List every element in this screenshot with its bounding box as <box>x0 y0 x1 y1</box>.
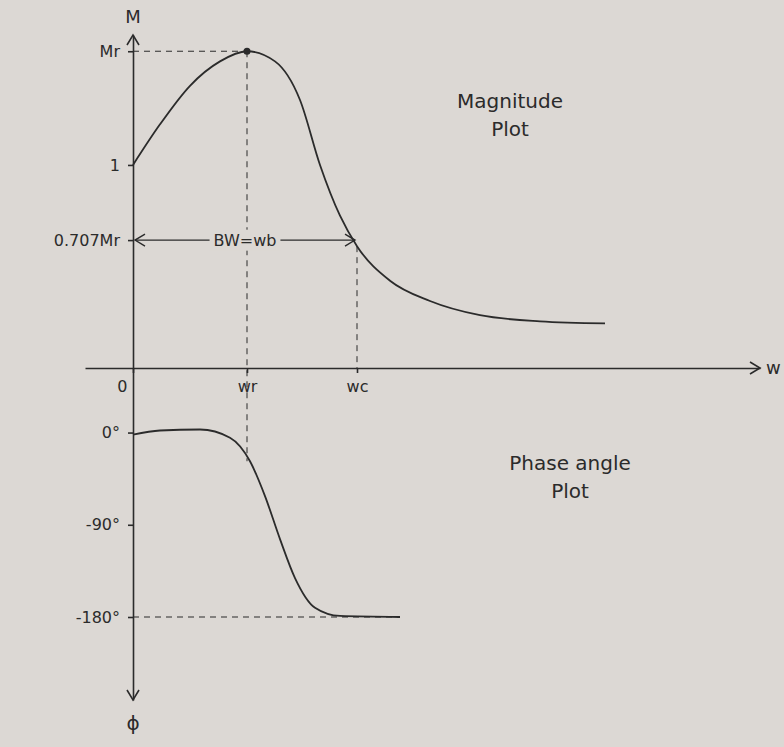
tick-label: -90° <box>86 515 120 534</box>
guides <box>133 51 400 617</box>
data-line <box>133 429 400 617</box>
tick-label: 0.707Mr <box>54 231 121 250</box>
axis-line <box>133 369 135 701</box>
tick-label: 1 <box>110 156 120 175</box>
tick: 0.707Mr <box>54 231 133 250</box>
arrowheads <box>127 35 760 700</box>
tick-label: wc <box>347 377 369 396</box>
tick-mark <box>128 432 133 434</box>
axis-line <box>86 368 761 370</box>
tick-label: Mr <box>100 42 121 61</box>
label-background <box>210 230 281 251</box>
tick-mark <box>128 524 133 526</box>
plot-area <box>133 429 400 617</box>
panel-title: MagnitudePlot <box>457 89 563 141</box>
tick-mark <box>357 368 359 373</box>
tick-label: wr <box>238 377 258 396</box>
axis-title: w <box>766 357 781 378</box>
tick: 0 <box>117 368 133 396</box>
peak-point <box>244 48 251 55</box>
tick-label: 0 <box>117 377 127 396</box>
data-line <box>133 51 605 323</box>
panel-title: Phase anglePlot <box>509 451 631 503</box>
guide-line <box>133 51 247 52</box>
x-axis: 0 wr wc <box>86 368 761 396</box>
tick-mark <box>128 165 133 167</box>
annotation-label: BW=wb <box>214 231 277 250</box>
chart-container: 0 wr wc Mr 1 0.707Mr 0° -90° -180° Mw ϕ BW=wb Magnit… <box>0 0 784 747</box>
background <box>0 0 784 747</box>
guide-line <box>357 246 358 368</box>
tick-mark <box>128 617 133 619</box>
arrowhead <box>345 234 355 246</box>
y-axis: Mr 1 0.707Mr <box>54 36 134 369</box>
chart-svg: 0 wr wc Mr 1 0.707Mr 0° -90° -180° Mw ϕ BW=wb Magnit… <box>0 0 784 747</box>
guide-line <box>247 51 248 461</box>
arrowhead <box>750 362 760 374</box>
tick-label: 0° <box>102 423 120 442</box>
tick: 1 <box>110 156 133 175</box>
axis-title: ϕ <box>126 711 139 735</box>
axis-line <box>133 36 135 369</box>
tick: wr <box>238 368 258 396</box>
tick-label: -180° <box>76 608 120 627</box>
tick-mark <box>128 240 133 242</box>
tick: wc <box>347 368 369 396</box>
arrowhead <box>127 35 139 45</box>
axis-title: M <box>125 6 141 27</box>
tick: -90° <box>86 515 133 534</box>
tick: -180° <box>76 608 133 627</box>
annotation: BW=wb <box>135 230 355 251</box>
tick: 0° <box>102 423 133 442</box>
arrowhead <box>127 690 139 700</box>
y-axis: 0° -90° -180° <box>76 369 134 701</box>
arrowhead <box>135 234 145 246</box>
tick-mark <box>128 51 133 53</box>
plot-area <box>133 48 605 324</box>
